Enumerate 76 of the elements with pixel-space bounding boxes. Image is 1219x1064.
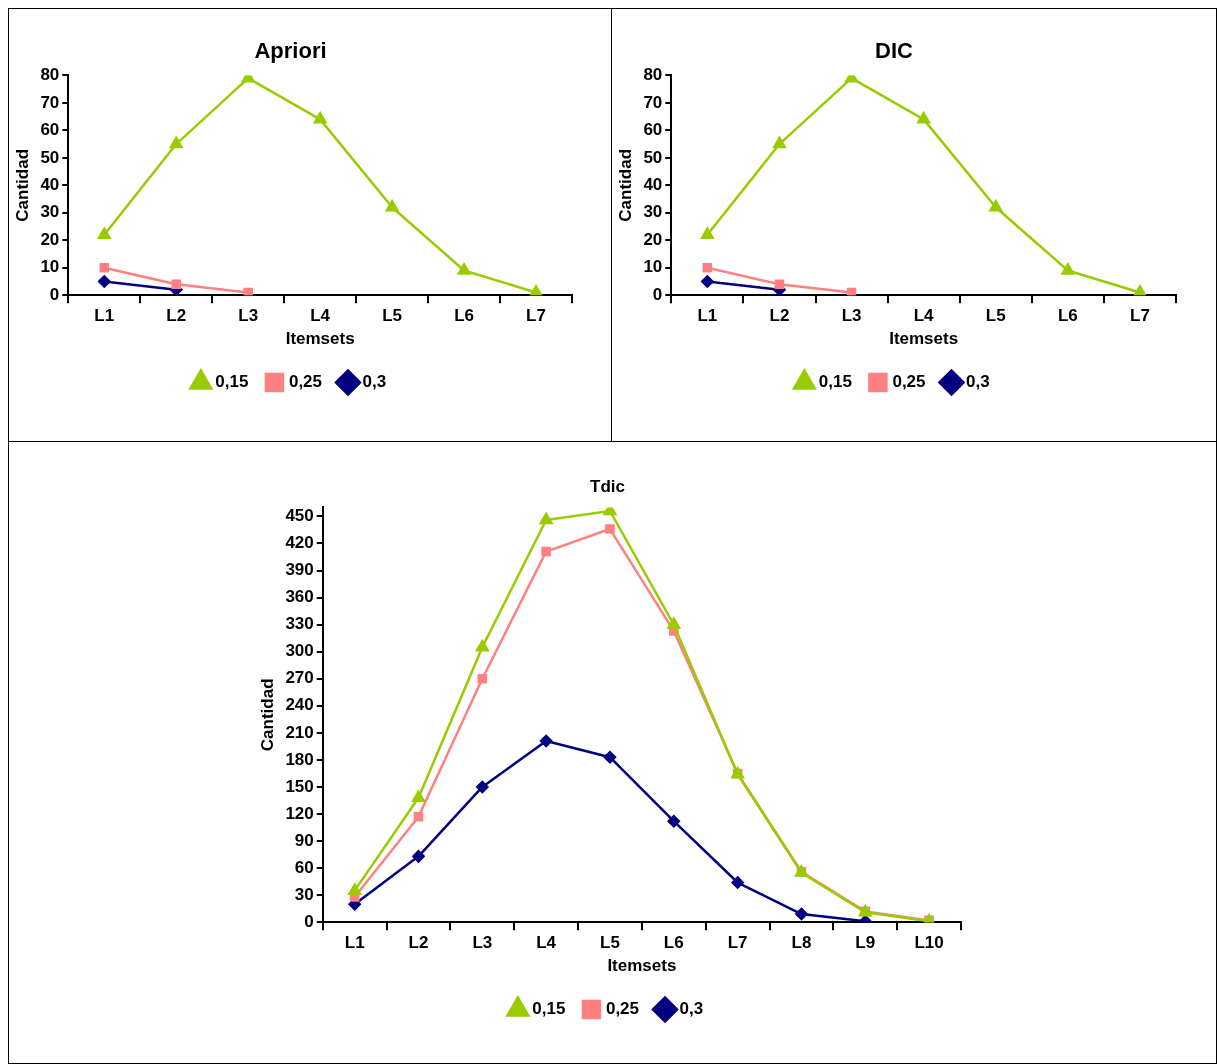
x-tick-label: L1 — [697, 306, 718, 326]
y-axis-title: Cantidad — [257, 678, 277, 752]
x-tick-label: L5 — [382, 306, 403, 326]
y-tick-label: 0 — [304, 911, 314, 931]
x-tick-label: L7 — [1130, 306, 1150, 326]
x-axis-title: Itemsets — [607, 956, 677, 976]
y-tick-label: 390 — [285, 560, 314, 580]
x-tick-label: L5 — [985, 306, 1006, 326]
y-tick-label: 150 — [285, 776, 314, 796]
x-tick-label: L2 — [166, 306, 187, 326]
y-tick-label: 270 — [285, 668, 314, 688]
y-tick-label: 20 — [40, 229, 60, 249]
y-tick-label: 210 — [285, 722, 314, 742]
x-tick-label: L4 — [536, 933, 557, 953]
x-tick-label: L6 — [663, 933, 684, 953]
x-axis-title: Itemsets — [889, 329, 959, 349]
y-tick-label: 80 — [643, 65, 663, 85]
x-tick-label: L10 — [914, 933, 944, 953]
y-tick-label: 40 — [643, 174, 663, 194]
y-tick-label: 330 — [285, 614, 314, 634]
x-tick-label: L9 — [855, 933, 876, 953]
x-tick-label: L3 — [841, 306, 862, 326]
y-tick-label: 60 — [40, 120, 60, 140]
y-tick-label: 450 — [285, 506, 314, 526]
x-tick-label: L5 — [600, 933, 620, 953]
x-tick-label: L3 — [472, 933, 493, 953]
y-tick-label: 20 — [643, 229, 663, 249]
y-tick-label: 120 — [285, 803, 314, 823]
legend-label: 0,25 — [288, 372, 323, 392]
x-tick-label: L1 — [344, 933, 365, 953]
y-tick-label: 300 — [285, 641, 314, 661]
chart-title: Apriori — [254, 38, 327, 64]
x-tick-label: L1 — [94, 306, 115, 326]
y-axis-title: Cantidad — [12, 148, 32, 222]
y-tick-label: 30 — [294, 884, 314, 904]
y-tick-label: 40 — [40, 174, 60, 194]
legend-label: 0,25 — [605, 999, 640, 1019]
x-axis-title: Itemsets — [285, 329, 355, 349]
x-tick-label: L3 — [238, 306, 259, 326]
y-tick-label: 60 — [643, 120, 663, 140]
y-tick-label: 70 — [643, 92, 663, 112]
x-tick-label: L7 — [727, 933, 748, 953]
x-tick-label: L8 — [791, 933, 812, 953]
x-tick-label: L2 — [769, 306, 790, 326]
x-tick-label: L6 — [1057, 306, 1078, 326]
y-axis-title: Cantidad — [615, 148, 635, 222]
legend-label: 0,3 — [679, 999, 704, 1019]
y-tick-label: 0 — [49, 284, 60, 304]
legend-label: 0,3 — [362, 372, 387, 392]
chart-title: Tdic — [590, 476, 625, 496]
y-tick-label: 10 — [643, 257, 663, 277]
legend-label: 0,15 — [215, 372, 249, 392]
y-tick-label: 360 — [285, 587, 314, 607]
y-tick-label: 90 — [294, 830, 314, 850]
x-tick-label: L6 — [454, 306, 474, 326]
y-tick-label: 70 — [40, 92, 60, 112]
y-tick-label: 80 — [40, 65, 60, 85]
y-tick-label: 10 — [40, 257, 60, 277]
y-tick-label: 30 — [40, 202, 60, 222]
legend-label: 0,3 — [966, 372, 990, 392]
chart-title: DIC — [875, 38, 914, 64]
x-tick-label: L2 — [408, 933, 429, 953]
legend-label: 0,25 — [892, 372, 926, 392]
x-tick-label: L7 — [526, 306, 546, 326]
y-tick-label: 240 — [285, 695, 314, 715]
y-tick-label: 60 — [294, 857, 314, 877]
y-tick-label: 0 — [652, 284, 663, 304]
y-tick-label: 420 — [285, 533, 314, 553]
legend-label: 0,15 — [818, 372, 852, 392]
x-tick-label: L4 — [913, 306, 935, 326]
y-tick-label: 50 — [40, 147, 60, 167]
y-tick-label: 50 — [643, 147, 663, 167]
y-tick-label: 30 — [643, 202, 663, 222]
legend-label: 0,15 — [532, 999, 566, 1019]
y-tick-label: 180 — [285, 749, 314, 769]
x-tick-label: L4 — [310, 306, 331, 326]
